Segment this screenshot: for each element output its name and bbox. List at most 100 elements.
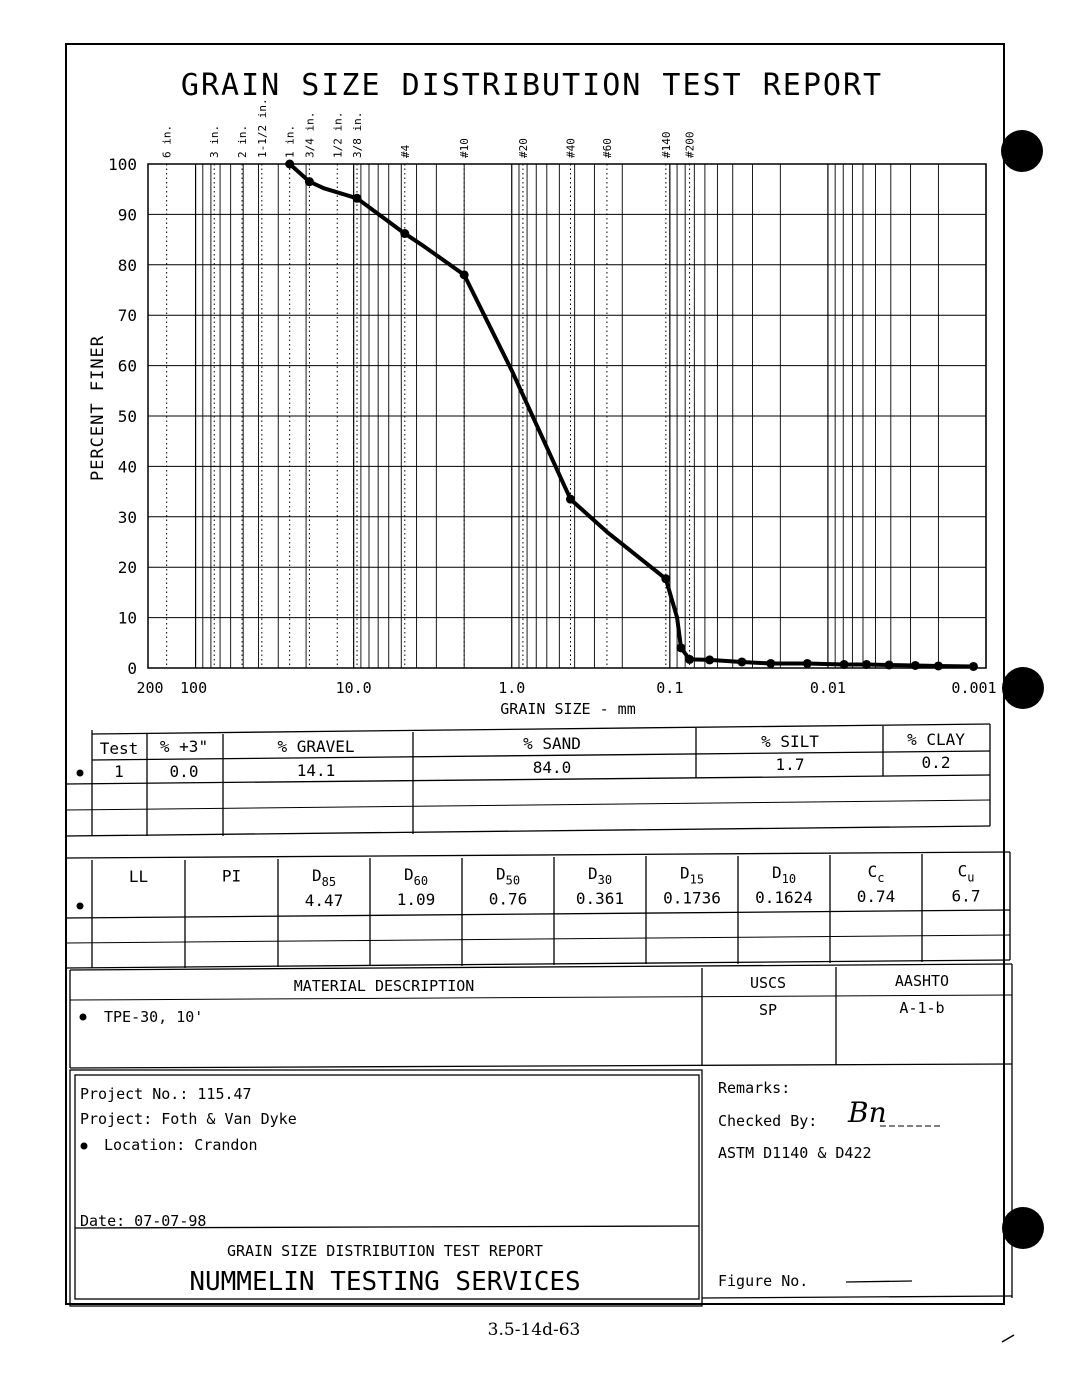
data-point [968,661,978,671]
y-tick-label: 20 [118,558,137,577]
sieve-label: 2 in. [236,125,249,158]
y-tick-labels: 0 10 20 30 40 50 60 70 80 90 100 [108,155,137,678]
t2-line [65,909,1011,919]
sieve-label: 1/2 in. [331,112,344,158]
y-axis-label: PERCENT FINER [88,335,108,481]
t1-line [65,799,991,811]
test-bullet [76,769,84,777]
x-tick-label: 0.1 [656,679,683,697]
project-number: Project No.: 115.47 [80,1085,252,1103]
checked-by-label: Checked By: [718,1112,817,1130]
astm-standard: ASTM D1140 & D422 [718,1144,872,1162]
project-box-inner [74,1074,700,1300]
report-title: GRAIN SIZE DISTRIBUTION TEST REPORT [181,68,883,103]
company-name: NUMMELIN TESTING SERVICES [189,1267,580,1297]
uscs-header: USCS [750,974,786,992]
punch-hole-middle [1002,667,1044,709]
table2-value: 4.47 [305,891,344,910]
figure-number-label: Figure No. [718,1272,808,1290]
uscs-value: SP [759,1001,777,1019]
y-tick-label: 0 [127,659,137,678]
page-number: 3.5-14d-63 [487,1320,581,1340]
x-axis-label: GRAIN SIZE - mm [500,700,635,718]
aashto-value: A-1-b [899,999,944,1017]
y-tick-label: 40 [118,457,137,476]
y-tick-label: 10 [118,609,137,628]
location-bullet [80,1142,88,1150]
m-line [69,994,1013,1001]
checked-by-signature: Bn [847,1096,887,1129]
data-point [910,660,920,670]
table2-header: Cu [958,862,975,885]
grain-size-chart: 6 in. 3 in. 2 in. 1-1/2 in. 1 in. 3/4 in. 1/2 … [88,98,997,718]
table2-header: D30 [588,864,612,887]
aashto-header: AASHTO [895,972,949,990]
remarks-label: Remarks: [718,1079,790,1097]
data-point [802,658,812,668]
project-location: Location: Crandon [104,1136,258,1154]
x-tick-label: 100 [180,679,207,697]
data-point [737,657,747,667]
material-bullet [79,1013,87,1021]
figure-number-blank [845,1280,913,1283]
x-tick-labels: 200 100 10.0 1.0 0.1 0.01 0.001 [136,679,996,697]
value-test: 1 [114,762,124,781]
m-line [69,1063,1013,1069]
t1-line [91,750,991,761]
data-point [676,643,686,653]
table2-header: D10 [772,863,796,886]
series-line [287,162,976,669]
t1-line [91,723,991,735]
data-point [884,660,894,670]
table2-header: D85 [312,866,336,889]
punch-hole-bottom [1002,1207,1044,1249]
value-clay: 0.2 [922,753,951,772]
table2-header-subscript: u [967,871,974,885]
data-point [766,658,776,668]
data-point [685,654,695,664]
y-tick-label: 100 [108,155,137,174]
data-point [862,659,872,669]
plot-area [147,163,987,669]
x-tick-label: 10.0 [336,679,372,697]
value-plus3: 0.0 [170,762,199,781]
header-clay: % CLAY [907,730,965,749]
table2-value: 0.76 [489,890,528,909]
punch-hole-top [1001,130,1043,172]
project-date: Date: 07-07-98 [80,1212,206,1230]
data-point [705,655,715,665]
value-sand: 84.0 [533,758,572,777]
y-tick-label: 60 [118,357,137,376]
x-tick-label: 200 [136,679,163,697]
table2-header-subscript: 85 [322,875,336,889]
sieve-label: 3/4 in. [303,112,316,158]
value-silt: 1.7 [776,755,805,774]
table2-value: 0.361 [576,889,624,908]
sieve-label: #200 [684,132,697,159]
sieve-label: 3 in. [208,125,221,158]
data-point [933,661,943,671]
sieve-label: #140 [660,132,673,159]
header-test: Test [100,739,139,758]
t1-line [65,825,991,837]
data-point [661,574,671,584]
table2-header: D50 [496,865,520,888]
sieve-label: #40 [564,138,577,158]
table2-header-subscript: 50 [506,874,520,888]
row-bullet [76,902,84,910]
table2-header-subscript: 15 [690,872,704,886]
material-description: TPE-30, 10' [104,1008,203,1026]
report-frame [65,43,1005,1305]
horizontal-gridlines [148,213,986,619]
data-point [459,270,469,280]
sieve-lines [166,164,691,668]
table2-header: Cc [868,862,885,885]
table2-header: PI [222,866,241,885]
composition-table: Test % +3" % GRAVEL % SAND % SILT % CLAY… [65,723,991,837]
material-section: MATERIAL DESCRIPTION USCS AASHTO TPE-30,… [69,963,1013,1069]
table2-header-subscript: 10 [782,872,796,886]
sieve-label: 1 in. [284,125,297,158]
report-line: GRAIN SIZE DISTRIBUTION TEST REPORT [227,1242,543,1260]
table2-value: 0.1624 [755,888,813,907]
